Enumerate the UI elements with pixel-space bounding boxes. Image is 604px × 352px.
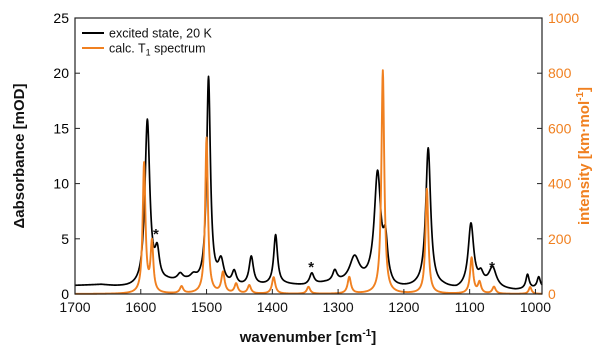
series-line-calculated: [74, 69, 543, 295]
y-left-tick-label: 10: [53, 176, 69, 192]
y-right-tick-label: 1000: [548, 10, 579, 26]
plot-lines: [74, 69, 543, 295]
y-right-tick-label: 600: [548, 120, 572, 136]
annotation-asterisk: *: [308, 259, 314, 276]
legend-label-experiment: excited state, 20 K: [109, 27, 213, 41]
y-right-tick-label: 0: [548, 286, 556, 302]
x-axis-label: wavenumber [cm-1]: [239, 328, 376, 346]
legend-label-calculated: calc. T1 spectrum: [109, 42, 206, 58]
annotation-asterisk: *: [489, 259, 495, 276]
x-tick-label: 1500: [191, 299, 222, 315]
x-tick-label: 1700: [59, 299, 90, 315]
y-left-tick-label: 0: [61, 286, 69, 302]
y-left-tick-label: 20: [53, 65, 69, 81]
y-left-tick-label: 25: [53, 10, 69, 26]
y-right-tick-label: 400: [548, 176, 572, 192]
x-tick-label: 1400: [257, 299, 288, 315]
x-tick-label: 1000: [520, 299, 551, 315]
y-right-tick-label: 200: [548, 231, 572, 247]
x-tick-label: 1100: [455, 299, 485, 315]
x-tick-label: 1600: [125, 299, 156, 315]
y-right-tick-label: 800: [548, 65, 572, 81]
annotations: * * *: [153, 226, 495, 276]
y-left-tick-label: 5: [61, 231, 69, 247]
x-tick-label: 1200: [388, 299, 419, 315]
legend: excited state, 20 K calc. T1 spectrum: [82, 27, 213, 58]
plot-frame: [74, 17, 543, 295]
axes: 1700 1600 1500 1400 1300 1200 1100 100005101520…: [53, 10, 579, 315]
annotation-asterisk: *: [153, 226, 159, 243]
x-tick-label: 1300: [323, 299, 354, 315]
y-left-tick-label: 15: [53, 120, 69, 136]
y-axis-right-label: intensity [km·mol-1]: [575, 87, 593, 225]
y-axis-left-label: Δabsorbance [mOD]: [11, 84, 28, 229]
